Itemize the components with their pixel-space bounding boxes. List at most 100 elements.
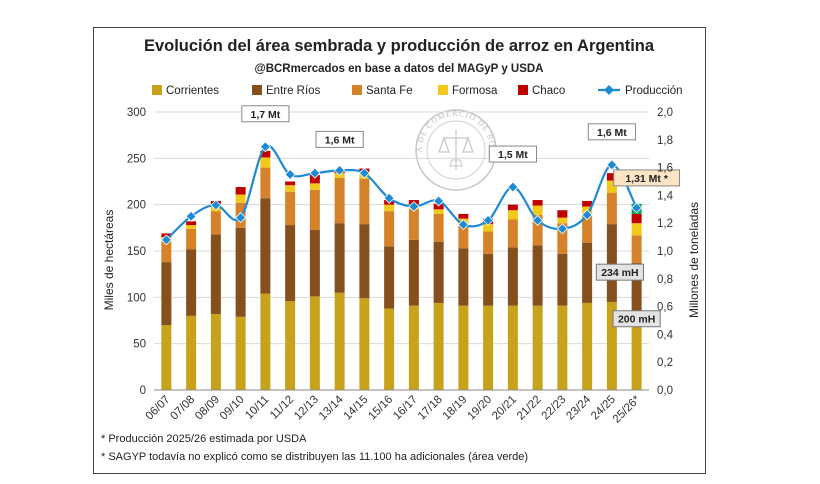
production-point bbox=[259, 141, 271, 153]
bar-segment bbox=[631, 263, 642, 313]
bar-segment bbox=[408, 239, 419, 306]
bar-segment bbox=[309, 296, 320, 390]
bar-segment bbox=[631, 235, 642, 264]
production-point bbox=[160, 234, 172, 246]
annotation-label: 1,7 Mt bbox=[250, 109, 280, 121]
x-tick-label: 18/19 bbox=[441, 394, 470, 423]
bar-segment bbox=[334, 292, 345, 390]
legend-label: Chaco bbox=[532, 85, 565, 97]
bar-segment bbox=[606, 192, 617, 225]
bar-segment bbox=[260, 293, 271, 390]
bar-segment bbox=[309, 183, 320, 190]
y2-tick-label: 0,6 bbox=[657, 302, 673, 314]
bar-segment bbox=[507, 247, 518, 306]
y-axis-label: Miles de hectáreas bbox=[102, 210, 116, 311]
production-point bbox=[383, 192, 395, 204]
bar-segment bbox=[631, 223, 642, 236]
chart-frame: Evolución del área sembrada y producción… bbox=[93, 27, 706, 474]
legend-swatch bbox=[438, 85, 448, 95]
bar-segment bbox=[235, 194, 246, 203]
bar-segment bbox=[532, 214, 543, 246]
bar-segment bbox=[359, 224, 370, 299]
bar-segment bbox=[433, 213, 444, 242]
bar-segment bbox=[359, 178, 370, 225]
production-point bbox=[532, 214, 544, 226]
x-tick-label: 09/10 bbox=[218, 394, 247, 423]
bar-segment bbox=[309, 189, 320, 230]
production-point bbox=[631, 202, 643, 214]
bar-segment bbox=[186, 315, 197, 390]
y2-tick-label: 0,4 bbox=[657, 329, 674, 341]
bar-segment bbox=[532, 245, 543, 306]
annotation-label: 1,6 Mt bbox=[597, 127, 627, 139]
bar-segment bbox=[260, 157, 271, 168]
legend-label: Corrientes bbox=[166, 85, 219, 97]
x-tick-label: 10/11 bbox=[243, 394, 271, 422]
bar-segment bbox=[557, 253, 568, 306]
bar-segment bbox=[260, 198, 271, 294]
annotation-box bbox=[241, 105, 290, 123]
bar-segment bbox=[483, 224, 494, 232]
bar-segment bbox=[161, 241, 172, 263]
bars bbox=[161, 150, 642, 390]
x-tick-label: 25/26* bbox=[611, 393, 643, 425]
bar-segment bbox=[186, 221, 197, 226]
annotation-label: 1,5 Mt bbox=[498, 149, 528, 161]
legend-label: Entre Ríos bbox=[266, 85, 321, 97]
production-point bbox=[606, 159, 618, 171]
bar-segment bbox=[507, 210, 518, 220]
y2-tick-label: 0,2 bbox=[657, 357, 673, 369]
bar-segment bbox=[606, 180, 617, 193]
bar-segment bbox=[210, 211, 221, 235]
y2-tick-label: 0,8 bbox=[657, 274, 673, 286]
bar-segment bbox=[210, 314, 221, 390]
bar-segment bbox=[433, 241, 444, 303]
y2-tick-label: 1,4 bbox=[657, 190, 674, 202]
x-tick-label: 13/14 bbox=[317, 393, 346, 422]
production-point bbox=[284, 169, 296, 181]
bar-segment bbox=[408, 305, 419, 390]
bar-segment bbox=[334, 177, 345, 224]
bar-segment bbox=[408, 209, 419, 240]
y2-tick-label: 0,0 bbox=[657, 385, 673, 397]
annotation-label: 1,31 Mt * bbox=[625, 173, 669, 185]
bar-segment bbox=[260, 167, 271, 199]
bar-segment bbox=[458, 248, 469, 306]
bar-segment bbox=[557, 210, 568, 218]
legend-label: Santa Fe bbox=[366, 85, 413, 97]
legend-swatch bbox=[152, 85, 162, 95]
bar-segment bbox=[532, 305, 543, 390]
annotation-box bbox=[613, 169, 681, 187]
bar-segment bbox=[334, 223, 345, 293]
y-tick-label: 150 bbox=[127, 246, 146, 258]
bar-segment bbox=[631, 312, 642, 390]
bar-segment bbox=[186, 225, 197, 229]
bar-segment bbox=[235, 227, 246, 317]
production-point bbox=[507, 181, 519, 193]
bar-segment bbox=[384, 308, 395, 390]
y-tick-label: 200 bbox=[127, 200, 146, 212]
y2-tick-label: 1,8 bbox=[657, 135, 673, 147]
annotation-box bbox=[595, 263, 644, 281]
annotation-box bbox=[315, 130, 364, 148]
bar-segment bbox=[161, 325, 172, 390]
annotation-label: 200 mH bbox=[618, 314, 655, 326]
bar-segment bbox=[582, 200, 593, 207]
legend-swatch bbox=[252, 85, 262, 95]
y-tick-label: 300 bbox=[127, 107, 146, 119]
bar-segment bbox=[433, 203, 444, 210]
bar-segment bbox=[285, 191, 296, 226]
production-point bbox=[358, 167, 370, 179]
grid bbox=[154, 111, 649, 345]
bar-segment bbox=[309, 229, 320, 297]
bar-segment bbox=[606, 224, 617, 302]
production-point bbox=[433, 195, 445, 207]
bar-segment bbox=[235, 187, 246, 195]
chart-svg: Evolución del área sembrada y producción… bbox=[94, 28, 701, 463]
production-point bbox=[334, 164, 346, 176]
legend-swatch bbox=[518, 85, 528, 95]
bar-segment bbox=[458, 213, 469, 219]
bar-segment bbox=[384, 246, 395, 309]
annotation-label: 1,6 Mt bbox=[325, 134, 355, 146]
bar-segment bbox=[582, 302, 593, 390]
